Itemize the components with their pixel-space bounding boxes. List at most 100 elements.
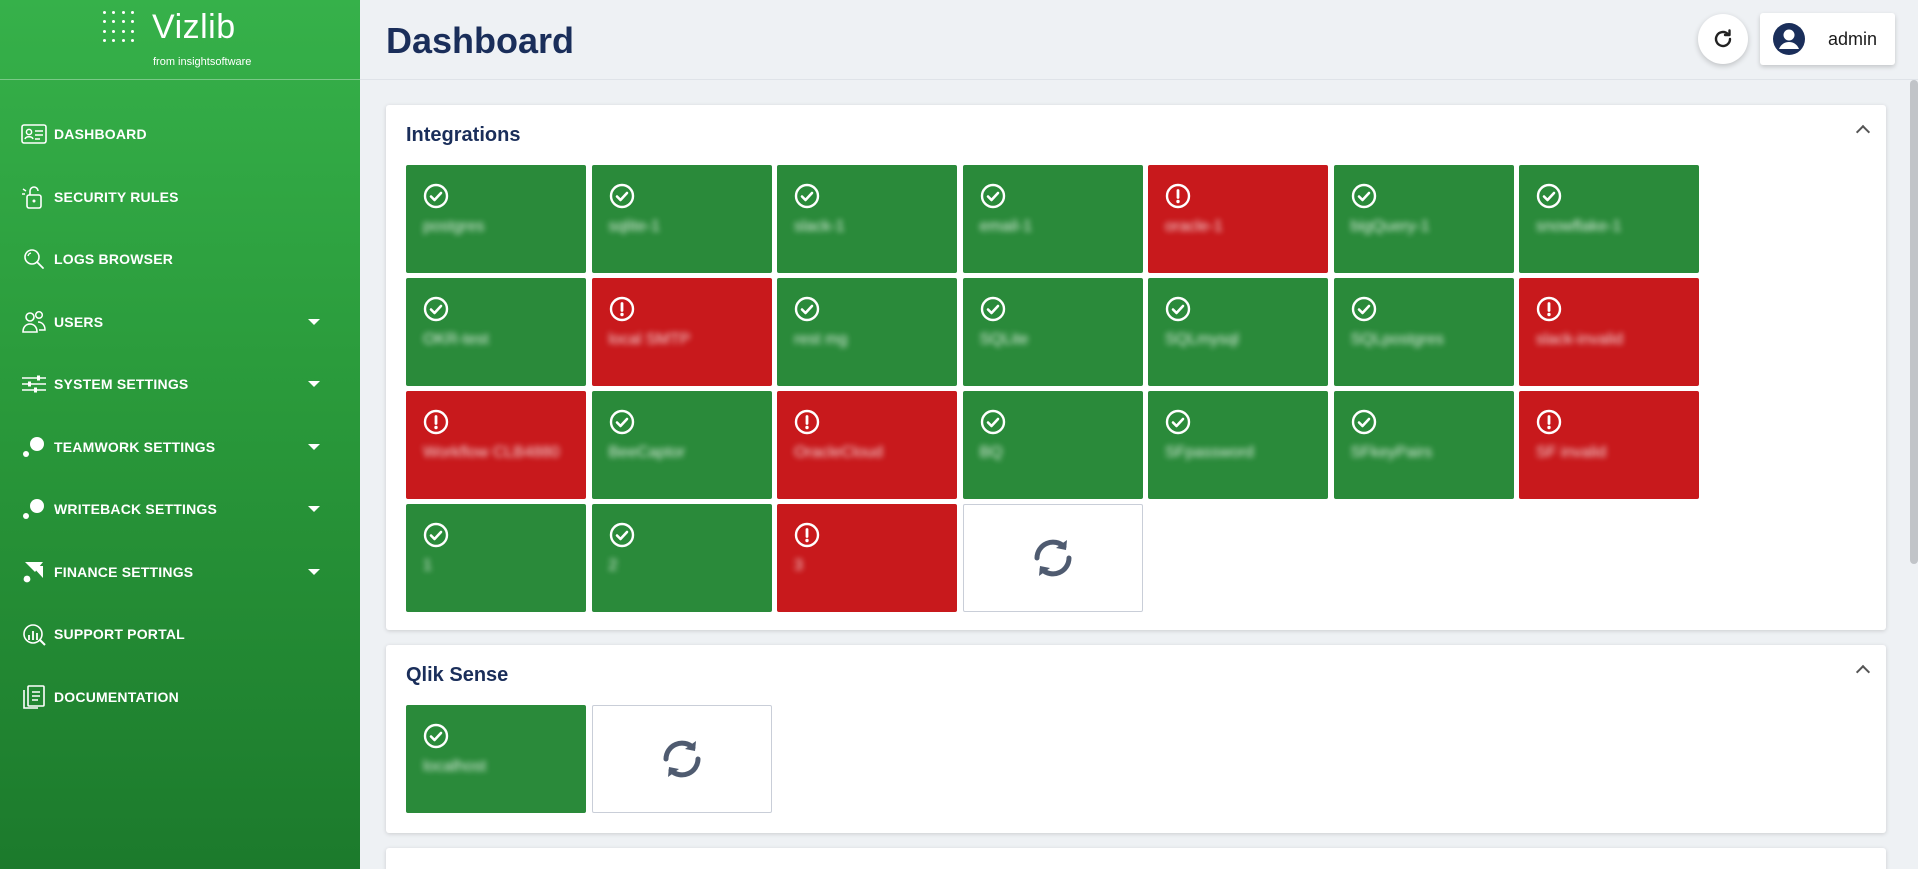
sidebar-item-security-rules[interactable]: SECURITY RULES [0, 166, 360, 229]
check-circle-icon [609, 183, 634, 209]
integration-tile[interactable]: 1 [406, 504, 586, 612]
top-bar: Dashboard admin [360, 0, 1918, 80]
sidebar-item-documentation[interactable]: DOCUMENTATION [0, 666, 360, 729]
integration-tile[interactable]: SF invalid [1519, 391, 1699, 499]
check-circle-icon [423, 522, 449, 548]
chevron-down-icon[interactable] [308, 506, 320, 513]
chevron-down-icon[interactable] [308, 318, 320, 325]
scroll-thumb[interactable] [1910, 80, 1918, 564]
tile-name: localhost [423, 758, 487, 775]
sidebar-item-logs-browser[interactable]: LOGS BROWSER [0, 228, 360, 291]
check-circle-icon [1351, 296, 1376, 322]
integration-tile[interactable]: SQLpostgres [1333, 278, 1514, 386]
integration-tile[interactable]: snowflake-1 [1519, 165, 1699, 273]
tile-name: BeeCaptor [608, 444, 686, 461]
user-menu-button[interactable]: admin [1760, 13, 1895, 65]
sidebar-item-label: SUPPORT PORTAL [54, 626, 185, 643]
integration-tile[interactable]: rest mg [777, 278, 957, 386]
check-circle-icon [794, 296, 820, 322]
users-icon [20, 308, 48, 336]
refresh-button[interactable] [1698, 14, 1748, 64]
sidebar-nav: DASHBOARD SECURITY RULES LOGS BROWSER USERS… [0, 103, 360, 728]
page-title: Dashboard [386, 20, 575, 61]
refresh-tile-button[interactable] [591, 705, 772, 813]
tile-name: SFpassword [1165, 444, 1254, 461]
sync-icon [1034, 539, 1071, 577]
integration-tile[interactable]: OracleCloud [777, 391, 957, 499]
search-icon [20, 245, 48, 273]
check-circle-icon [1351, 409, 1376, 435]
writeback-icon [20, 495, 48, 523]
integration-tile[interactable]: 2 [591, 504, 772, 612]
integration-tile[interactable]: OKR-test [406, 278, 586, 386]
integration-tile[interactable]: 3 [777, 504, 957, 612]
teamwork-icon [20, 433, 48, 461]
check-circle-icon [609, 522, 634, 548]
refresh-tile-button[interactable] [962, 504, 1143, 612]
tile-name: BQ [979, 444, 1003, 461]
alert-circle-icon [423, 409, 449, 435]
alert-circle-icon [794, 522, 820, 548]
finance-icon [20, 558, 48, 586]
check-circle-icon [980, 183, 1005, 209]
check-circle-icon [423, 723, 449, 749]
brand-name: Vizlib [152, 8, 236, 46]
sidebar-item-finance-settings[interactable]: FINANCE SETTINGS [0, 541, 360, 604]
tile-name: rest mg [794, 331, 848, 348]
tile-name: OracleCloud [794, 444, 883, 461]
chevron-down-icon[interactable] [308, 443, 320, 450]
sidebar-item-label: SYSTEM SETTINGS [54, 376, 189, 393]
lock-icon [20, 183, 48, 211]
alert-circle-icon [1536, 409, 1562, 435]
integration-tile[interactable]: sqlite-1 [591, 165, 772, 273]
integration-tile[interactable]: local SMTP [591, 278, 772, 386]
check-circle-icon [1536, 183, 1562, 209]
integration-tile[interactable]: BeeCaptor [591, 391, 772, 499]
integration-tile[interactable]: slack-invalid [1519, 278, 1699, 386]
integration-tile[interactable]: oracle-1 [1148, 165, 1328, 273]
tile-name: OKR-test [423, 331, 489, 348]
scrollbar[interactable] [1908, 80, 1918, 869]
collapse-integrations-icon[interactable] [1855, 124, 1871, 140]
integration-tile[interactable]: SQLmysql [1148, 278, 1328, 386]
support-icon [20, 620, 48, 648]
integration-tile[interactable]: localhost [406, 705, 586, 813]
document-icon [20, 683, 48, 711]
check-circle-icon [423, 296, 449, 322]
sidebar-item-label: DOCUMENTATION [54, 688, 179, 705]
tile-name: postgres [423, 218, 485, 235]
tile-name: email-1 [979, 218, 1032, 235]
sidebar-item-dashboard[interactable]: DASHBOARD [0, 103, 360, 166]
check-circle-icon [1351, 183, 1376, 209]
integration-tile[interactable]: BQ [962, 391, 1143, 499]
sidebar-item-label: SECURITY RULES [54, 188, 179, 205]
integration-tile[interactable]: Workflow CLB4880 [406, 391, 586, 499]
integrations-panel: Integrations postgres sqlite-1 slack-1 emai… [386, 105, 1886, 630]
sidebar-item-writeback-settings[interactable]: WRITEBACK SETTINGS [0, 478, 360, 541]
qlik-sense-title: Qlik Sense [406, 664, 509, 686]
chevron-down-icon[interactable] [308, 568, 320, 575]
tile-name: oracle-1 [1165, 218, 1223, 235]
sidebar: Vizlib from insightsoftware DASHBOARD SEC… [0, 0, 360, 869]
tile-name: slack-1 [794, 218, 845, 235]
integration-tile[interactable]: SFpassword [1148, 391, 1328, 499]
check-circle-icon [980, 409, 1005, 435]
integration-tile[interactable]: slack-1 [777, 165, 957, 273]
sidebar-item-support-portal[interactable]: SUPPORT PORTAL [0, 603, 360, 666]
sidebar-item-system-settings[interactable]: SYSTEM SETTINGS [0, 353, 360, 416]
tile-name: SQLpostgres [1350, 331, 1444, 348]
integration-tile[interactable]: SQLite [962, 278, 1143, 386]
logo-area: Vizlib from insightsoftware [0, 0, 360, 80]
integration-tile[interactable]: SFkeyPairs [1333, 391, 1514, 499]
alert-circle-icon [794, 409, 820, 435]
integration-tile[interactable]: bigQuery-1 [1333, 165, 1514, 273]
chevron-down-icon[interactable] [308, 381, 320, 388]
sidebar-item-users[interactable]: USERS [0, 291, 360, 354]
sidebar-item-teamwork-settings[interactable]: TEAMWORK SETTINGS [0, 416, 360, 479]
tile-name: Workflow CLB4880 [423, 444, 560, 461]
check-circle-icon [1165, 296, 1191, 322]
integration-tile[interactable]: postgres [406, 165, 586, 273]
integration-tile[interactable]: email-1 [962, 165, 1143, 273]
collapse-qlik-sense-icon[interactable] [1855, 664, 1871, 680]
tile-name: SQLmysql [1165, 331, 1239, 348]
